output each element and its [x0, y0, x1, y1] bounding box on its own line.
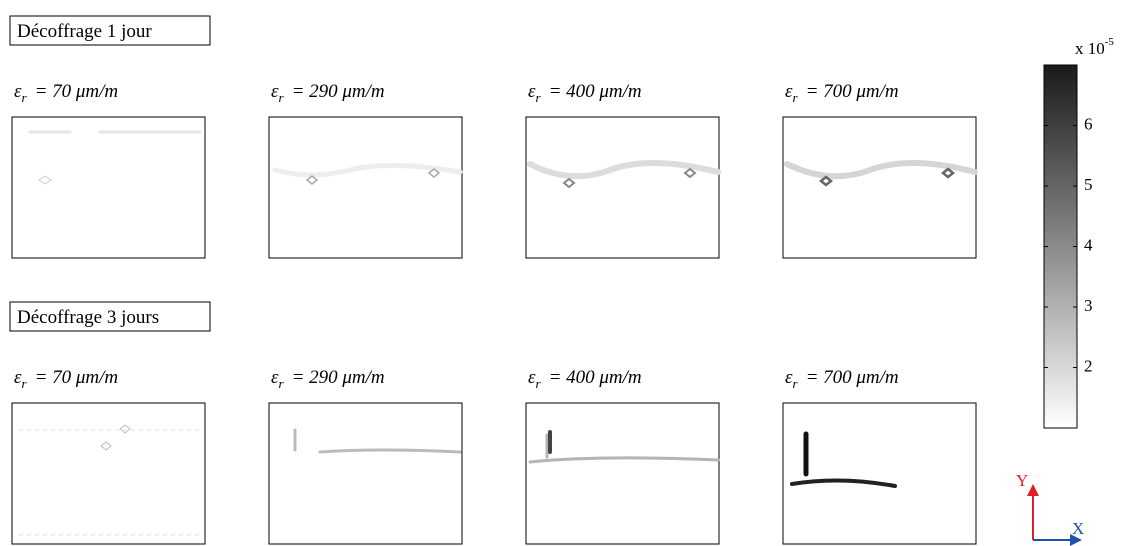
tick-label: 3: [1084, 296, 1093, 315]
row-label-box: [9, 301, 211, 332]
panel-title: εr = 290 μm/m: [271, 81, 385, 105]
symbol: ε: [785, 81, 793, 102]
panel-title: εr = 400 μm/m: [528, 81, 642, 105]
x-axis-label: X: [1072, 519, 1084, 538]
panel-title: εr = 70 μm/m: [14, 81, 118, 105]
equation: = 290 μm/m: [292, 367, 385, 388]
symbol: ε: [14, 81, 22, 102]
strain-map: [782, 116, 977, 259]
equation: = 290 μm/m: [292, 81, 385, 102]
symbol: ε: [785, 367, 793, 388]
equation: = 700 μm/m: [806, 367, 899, 388]
subscript: r: [279, 376, 285, 391]
subscript: r: [536, 90, 542, 105]
symbol: ε: [271, 367, 279, 388]
panel-title: εr = 400 μm/m: [528, 367, 642, 391]
equation: = 700 μm/m: [806, 81, 899, 102]
equation: = 70 μm/m: [35, 367, 119, 388]
equation: = 400 μm/m: [549, 81, 642, 102]
tick-label: 6: [1084, 114, 1093, 133]
colorbar-ticks: 2 3 4 5 6: [1044, 114, 1093, 375]
panel-title: εr = 700 μm/m: [785, 367, 899, 391]
strain-map: [525, 116, 720, 259]
equation: = 70 μm/m: [35, 81, 119, 102]
panel-title: εr = 70 μm/m: [14, 367, 118, 391]
symbol: ε: [528, 367, 536, 388]
tick-label: 2: [1084, 356, 1093, 375]
equation: = 400 μm/m: [549, 367, 642, 388]
strain-map: [268, 402, 463, 545]
symbol: ε: [528, 81, 536, 102]
subscript: r: [279, 90, 285, 105]
strain-map: [11, 402, 206, 545]
subscript: r: [22, 376, 28, 391]
symbol: ε: [271, 81, 279, 102]
tick-label: 5: [1084, 175, 1093, 194]
subscript: r: [22, 90, 28, 105]
subscript: r: [793, 376, 799, 391]
row-label-box: [9, 15, 211, 46]
y-axis-label: Y: [1016, 471, 1028, 490]
subscript: r: [793, 90, 799, 105]
colorbar: [1043, 64, 1078, 429]
row-label: Décoffrage 1 jour: [17, 21, 152, 42]
symbol: ε: [14, 367, 22, 388]
tick-label: 4: [1084, 235, 1093, 254]
panel-title: εr = 700 μm/m: [785, 81, 899, 105]
strain-map: [782, 402, 977, 545]
strain-map: [268, 116, 463, 259]
colorbar-multiplier: x 10-5: [1075, 36, 1114, 58]
subscript: r: [536, 376, 542, 391]
strain-map: [525, 402, 720, 545]
row-label: Décoffrage 3 jours: [17, 307, 159, 328]
axes-triad: Y X: [1016, 471, 1084, 546]
panel-title: εr = 290 μm/m: [271, 367, 385, 391]
strain-features: [19, 130, 978, 536]
strain-map: [11, 116, 206, 259]
